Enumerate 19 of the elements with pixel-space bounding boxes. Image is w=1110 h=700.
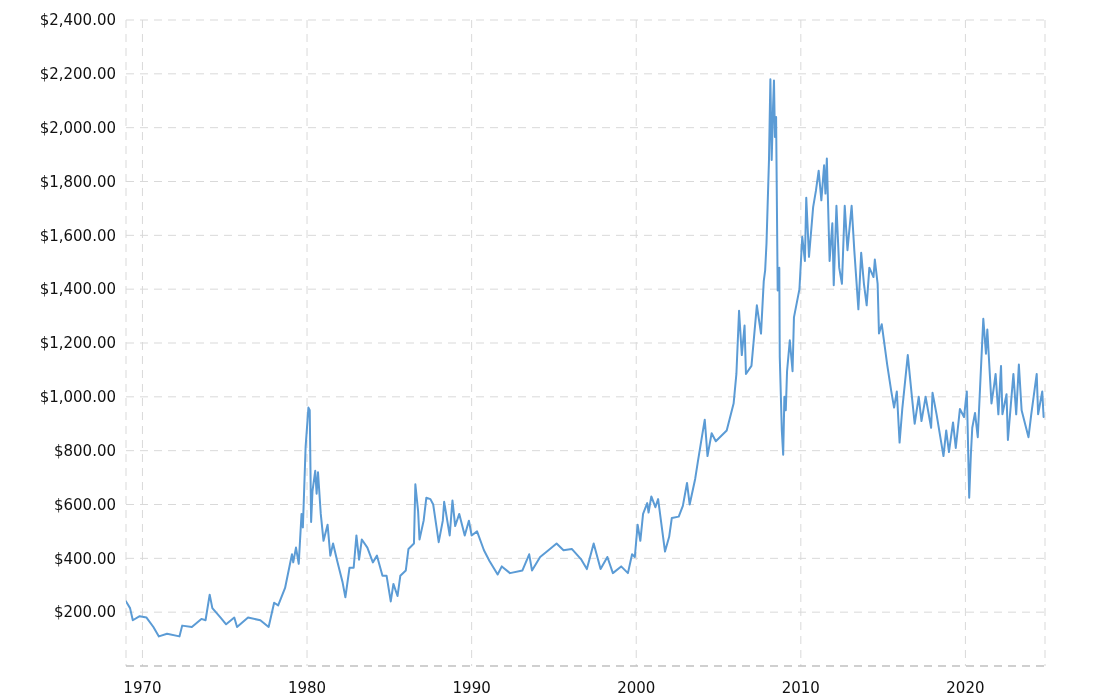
x-tick-label: 1980	[287, 678, 327, 697]
x-tick-label: 2000	[617, 678, 656, 697]
y-tick-label: $1,800.00	[39, 172, 116, 191]
x-tick-label: 2020	[946, 678, 985, 697]
y-tick-label: $2,200.00	[39, 65, 116, 84]
x-tick-label: 1990	[452, 678, 491, 697]
y-tick-label: $2,000.00	[39, 118, 116, 137]
y-tick-label: $600.00	[53, 495, 116, 514]
x-tick-label: 2010	[781, 678, 820, 697]
y-tick-label: $200.00	[53, 603, 116, 622]
y-tick-label: $1,000.00	[39, 388, 116, 407]
y-tick-label: $2,400.00	[39, 11, 116, 30]
y-tick-label: $400.00	[53, 549, 116, 568]
x-tick-label: 1970	[123, 678, 162, 697]
line-series	[126, 78, 1045, 638]
y-tick-label: $1,200.00	[39, 334, 116, 353]
y-tick-label: $1,400.00	[39, 280, 116, 299]
y-tick-label: $1,600.00	[39, 226, 116, 245]
y-tick-label: $800.00	[53, 441, 116, 460]
